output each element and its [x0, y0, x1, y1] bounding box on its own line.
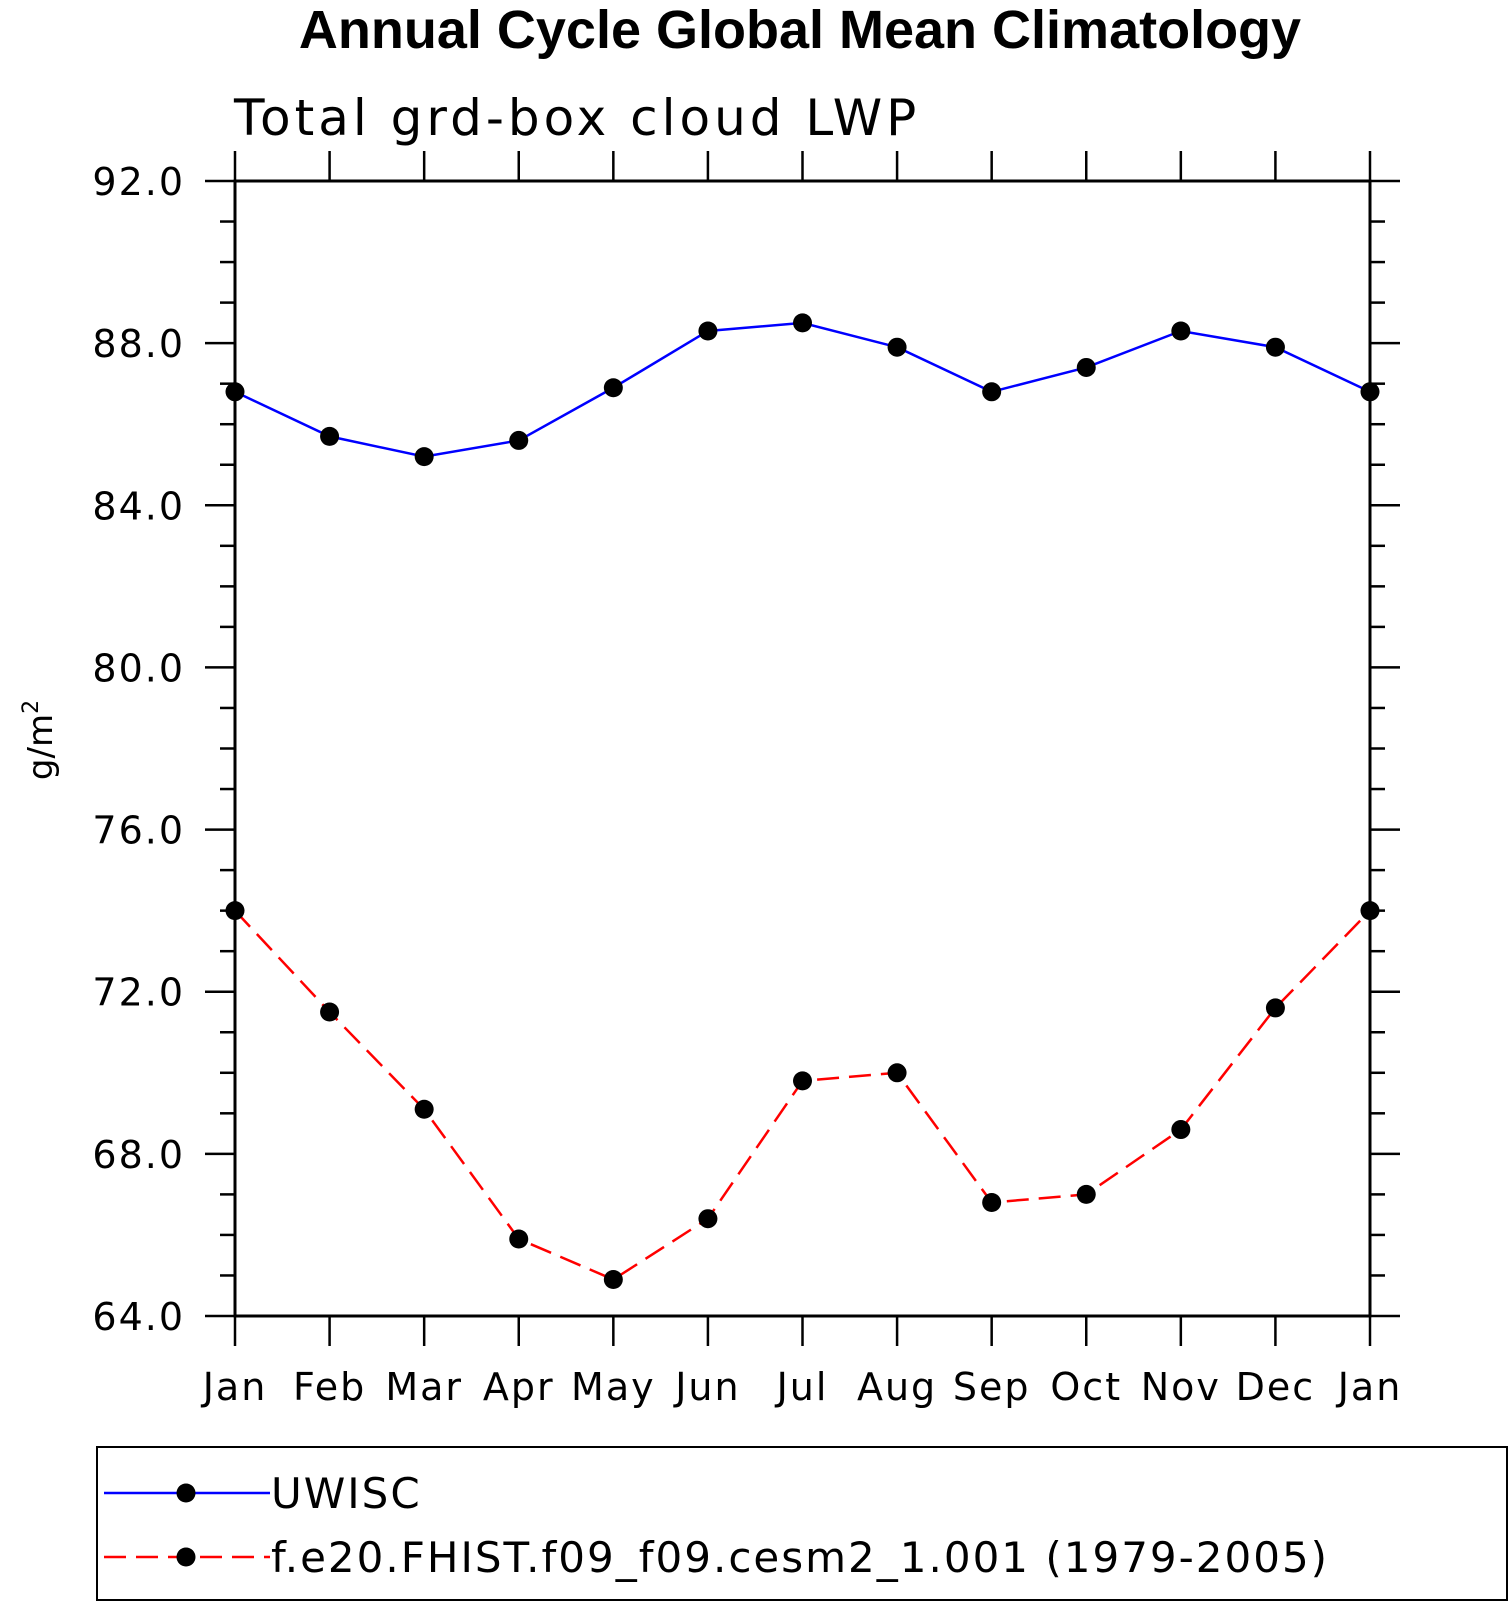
- x-tick-label: Oct: [1050, 1365, 1122, 1409]
- y-tick-label: 84.0: [92, 484, 185, 528]
- data-point: [698, 321, 718, 341]
- y-tick-labels: 64.0 68.0 72.0 76.0 80.0 84.0 88.0 92.0: [92, 160, 185, 1339]
- y-tick-label: 88.0: [92, 322, 185, 366]
- chart-subtitle: Total grd-box cloud LWP: [233, 89, 920, 147]
- legend-label: UWISC: [271, 1469, 422, 1518]
- x-tick-label: Mar: [385, 1365, 463, 1409]
- y-tick-label: 92.0: [92, 160, 185, 204]
- data-point: [698, 1209, 718, 1229]
- data-point: [1360, 382, 1380, 402]
- series-line: [234, 909, 1371, 1281]
- y-tick-label: 76.0: [92, 809, 185, 853]
- data-point: [982, 1193, 1002, 1212]
- x-tick-label: Feb: [293, 1365, 366, 1409]
- data-point: [793, 1071, 812, 1091]
- data-point: [414, 1099, 434, 1119]
- y-tick-label: 72.0: [92, 971, 185, 1015]
- legend-marker: [176, 1483, 196, 1503]
- legend-box: [96, 1446, 1508, 1601]
- legend-label: f.e20.FHIST.f09_f09.cesm2_1.001 (1979-20…: [271, 1533, 1329, 1582]
- y-tick-label: 80.0: [92, 646, 185, 690]
- x-tick-label: Jun: [673, 1365, 740, 1409]
- y-axis-label: g/m2: [19, 700, 61, 780]
- plot-frame: [233, 179, 1372, 1318]
- data-point: [603, 1270, 623, 1290]
- data-point: [1171, 321, 1191, 341]
- x-tick-label: Dec: [1236, 1365, 1316, 1409]
- data-point: [225, 382, 245, 402]
- y-tick-label: 64.0: [92, 1295, 185, 1339]
- data-point: [1171, 1120, 1191, 1140]
- x-tick-label: Apr: [483, 1365, 555, 1409]
- series-line: [234, 321, 1371, 458]
- data-point: [887, 1063, 907, 1083]
- data-point: [1360, 901, 1380, 921]
- series-1: [225, 313, 1380, 467]
- legend-item: UWISC: [104, 1469, 422, 1518]
- data-point: [509, 430, 529, 450]
- data-point: [793, 313, 812, 333]
- x-tick-labels: Jan Feb Mar Apr May Jun Jul Aug Sep Oct Nov Dec Jan: [201, 1365, 1403, 1409]
- x-tick-label: Sep: [953, 1365, 1031, 1409]
- x-tick-label: Nov: [1141, 1365, 1221, 1409]
- data-point: [603, 378, 623, 398]
- legend-marker: [176, 1547, 196, 1567]
- legend-items: UWISC f.e20.FHIST.f09_f09.cesm2_1.001 (19…: [104, 1469, 1329, 1582]
- x-tick-label: Jan: [201, 1365, 268, 1409]
- data-point: [320, 1002, 340, 1022]
- data-point: [1076, 1184, 1096, 1204]
- y-tick-label: 68.0: [92, 1133, 185, 1177]
- data-point: [414, 447, 434, 467]
- data-point: [509, 1229, 529, 1249]
- x-tick-label: Jul: [775, 1365, 829, 1409]
- y-axis-label-unit: g/m: [21, 714, 61, 780]
- data-point: [320, 426, 340, 446]
- data-point: [1265, 998, 1285, 1018]
- y-axis-label-superscript: 2: [19, 700, 44, 714]
- series-2: [225, 901, 1380, 1290]
- data-point: [887, 337, 907, 357]
- chart-title: Annual Cycle Global Mean Climatology: [299, 0, 1301, 60]
- legend: UWISC f.e20.FHIST.f09_f09.cesm2_1.001 (19…: [96, 1446, 1508, 1601]
- data-point: [982, 382, 1002, 402]
- x-tick-label: Aug: [857, 1365, 937, 1409]
- x-tick-label: May: [571, 1365, 656, 1409]
- legend-item: f.e20.FHIST.f09_f09.cesm2_1.001 (1979-20…: [104, 1533, 1329, 1582]
- series-layer: [225, 313, 1380, 1290]
- x-tick-label: Jan: [1336, 1365, 1403, 1409]
- data-point: [1076, 357, 1096, 377]
- data-point: [1265, 337, 1285, 357]
- data-point: [225, 901, 245, 921]
